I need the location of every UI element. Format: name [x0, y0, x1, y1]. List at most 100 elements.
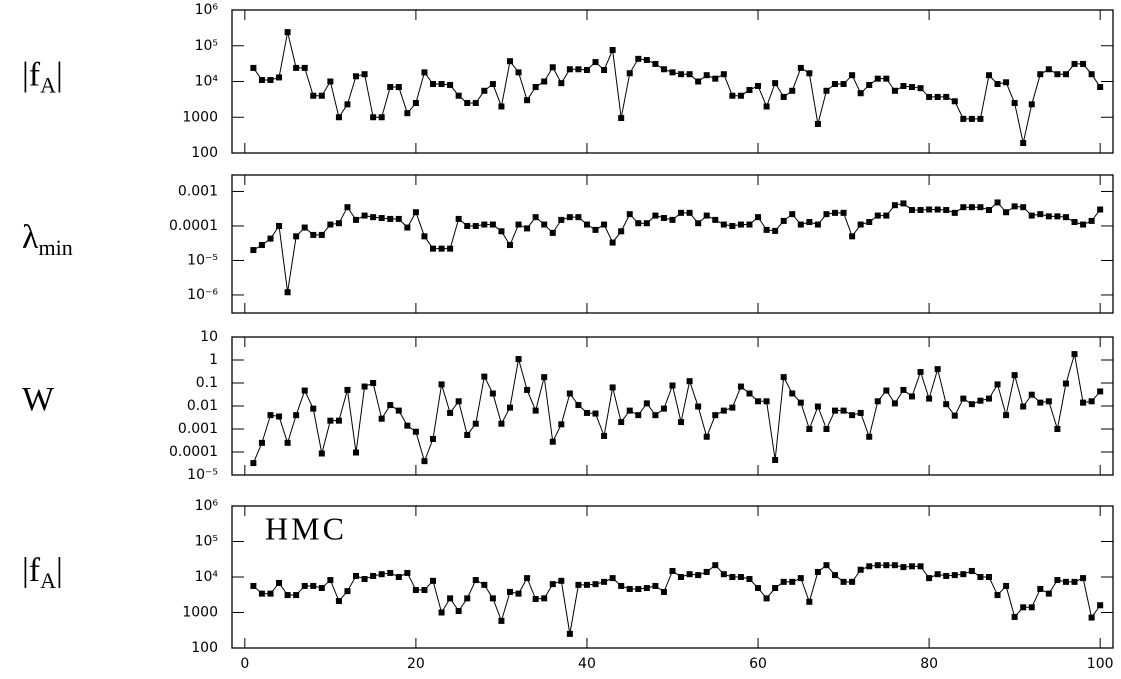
data-marker [832, 407, 839, 414]
data-marker [763, 595, 770, 602]
data-marker [258, 590, 265, 597]
data-marker [797, 399, 804, 406]
y-label-part: W [22, 381, 55, 418]
data-marker [464, 100, 471, 107]
data-marker [1028, 101, 1035, 108]
data-marker [849, 412, 856, 419]
y-label-part: | [56, 56, 63, 93]
data-marker [575, 66, 582, 73]
data-marker [506, 588, 513, 595]
x-tick-label: 80 [920, 656, 938, 672]
data-marker [541, 78, 548, 85]
data-marker [832, 209, 839, 216]
data-marker [447, 595, 454, 602]
data-marker [908, 563, 915, 570]
data-marker [960, 571, 967, 578]
data-marker [635, 220, 642, 227]
data-marker [250, 247, 257, 254]
data-marker [908, 207, 915, 214]
data-marker [1003, 209, 1010, 216]
data-marker [951, 412, 958, 419]
data-marker [447, 409, 454, 416]
y-label-part: | [56, 552, 63, 589]
data-marker [310, 405, 317, 412]
data-marker [712, 216, 719, 223]
data-marker [267, 77, 274, 84]
data-marker [789, 87, 796, 94]
data-marker [814, 120, 821, 127]
data-marker [1020, 140, 1027, 147]
data-marker [549, 64, 556, 71]
data-marker [652, 60, 659, 67]
data-marker [720, 221, 727, 228]
data-marker [763, 103, 770, 110]
y-tick-label: 1000 [182, 109, 218, 125]
data-marker [643, 400, 650, 407]
data-marker [772, 227, 779, 234]
data-marker [729, 222, 736, 229]
data-marker [575, 402, 582, 409]
data-marker [780, 93, 787, 100]
data-marker [353, 73, 360, 80]
data-marker [823, 562, 830, 569]
data-marker [609, 384, 616, 391]
data-marker [447, 245, 454, 252]
x-tick-label: 40 [578, 656, 596, 672]
data-marker [489, 81, 496, 88]
x-tick-label: 100 [1087, 656, 1114, 672]
data-marker [943, 572, 950, 579]
data-marker [498, 420, 505, 427]
data-marker [592, 410, 599, 417]
data-marker [353, 216, 360, 223]
data-marker [421, 233, 428, 240]
data-marker [1054, 577, 1061, 584]
data-marker [891, 87, 898, 94]
data-marker [387, 215, 394, 222]
data-marker [1062, 380, 1069, 387]
data-marker [293, 412, 300, 419]
y-tick-label: 0.1 [196, 375, 218, 391]
data-marker [1045, 66, 1052, 73]
data-marker [729, 574, 736, 580]
data-marker [678, 574, 685, 580]
data-marker [404, 569, 411, 576]
data-marker [703, 72, 710, 79]
data-marker [310, 582, 317, 589]
y-tick-label: 10 [200, 329, 218, 345]
data-marker [977, 204, 984, 211]
data-marker [472, 100, 479, 107]
data-marker [840, 578, 847, 585]
data-marker [1011, 372, 1018, 379]
data-marker [703, 433, 710, 440]
data-marker [267, 590, 274, 597]
data-marker [378, 415, 385, 422]
data-marker [1088, 71, 1095, 78]
data-marker [609, 239, 616, 246]
data-marker [395, 215, 402, 222]
data-marker [635, 55, 642, 62]
data-marker [772, 80, 779, 87]
data-marker [900, 386, 907, 393]
data-marker [934, 571, 941, 578]
data-marker [361, 212, 368, 219]
data-marker [746, 86, 753, 93]
data-marker [985, 72, 992, 79]
data-marker [472, 222, 479, 229]
data-marker [421, 587, 428, 594]
data-marker [575, 581, 582, 588]
data-marker [583, 221, 590, 228]
data-marker [943, 93, 950, 100]
data-marker [669, 216, 676, 223]
data-marker [840, 407, 847, 414]
data-marker [583, 66, 590, 73]
data-marker [583, 409, 590, 416]
data-marker [524, 225, 531, 232]
data-marker [960, 395, 967, 402]
data-marker [960, 204, 967, 211]
data-marker [874, 212, 881, 219]
y-tick-label: 10⁶ [195, 2, 219, 18]
data-marker [361, 383, 368, 390]
data-marker [1088, 614, 1095, 621]
data-marker [498, 617, 505, 624]
data-marker [1045, 590, 1052, 597]
